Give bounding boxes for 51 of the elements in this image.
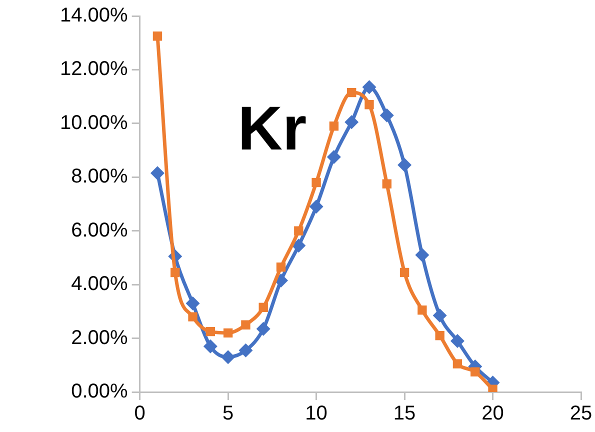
- point: [450, 334, 464, 348]
- point: [344, 115, 359, 130]
- point: [238, 343, 253, 358]
- point: [488, 384, 498, 392]
- point: [276, 262, 286, 272]
- x-tick-label: 0: [134, 402, 146, 425]
- y-tick-label: 6.00%: [71, 219, 128, 242]
- point: [186, 296, 200, 310]
- point: [258, 302, 268, 312]
- point: [292, 238, 306, 253]
- point: [435, 331, 444, 340]
- annotation: Kr: [238, 94, 307, 164]
- point: [362, 80, 376, 94]
- point: [188, 312, 198, 322]
- y-tick-label: 10.00%: [60, 112, 128, 134]
- point: [223, 328, 233, 338]
- x-tick-label: 25: [570, 402, 592, 425]
- point: [294, 226, 304, 236]
- x-tick-label: 10: [305, 402, 328, 425]
- y-tick-label: 0.00%: [71, 380, 128, 403]
- point: [364, 100, 374, 110]
- y-tick-label: 12.00%: [60, 58, 128, 80]
- point: [398, 158, 412, 172]
- point: [170, 268, 180, 278]
- point: [312, 178, 321, 188]
- point: [400, 268, 410, 278]
- point: [382, 179, 392, 188]
- y-tick-label: 2.00%: [71, 326, 128, 349]
- point: [415, 248, 430, 262]
- point: [452, 359, 462, 368]
- point: [329, 122, 339, 131]
- x-tick-label: 15: [393, 402, 416, 425]
- y-tick-label: 8.00%: [71, 166, 128, 188]
- point: [326, 150, 341, 164]
- y-tick-label: 14.00%: [60, 4, 128, 27]
- point: [152, 32, 162, 41]
- y-tick-label: 4.00%: [71, 273, 128, 296]
- point: [418, 305, 427, 315]
- point: [380, 108, 394, 122]
- point: [432, 308, 447, 322]
- point: [470, 367, 480, 376]
- point: [203, 339, 218, 354]
- x-tick-label: 20: [482, 402, 504, 425]
- x-tick-label: 5: [222, 402, 234, 425]
- point: [346, 88, 356, 98]
- point: [241, 320, 250, 330]
- point: [256, 322, 270, 336]
- point: [150, 166, 164, 180]
- point: [221, 350, 236, 364]
- point: [309, 200, 324, 214]
- point: [206, 326, 216, 336]
